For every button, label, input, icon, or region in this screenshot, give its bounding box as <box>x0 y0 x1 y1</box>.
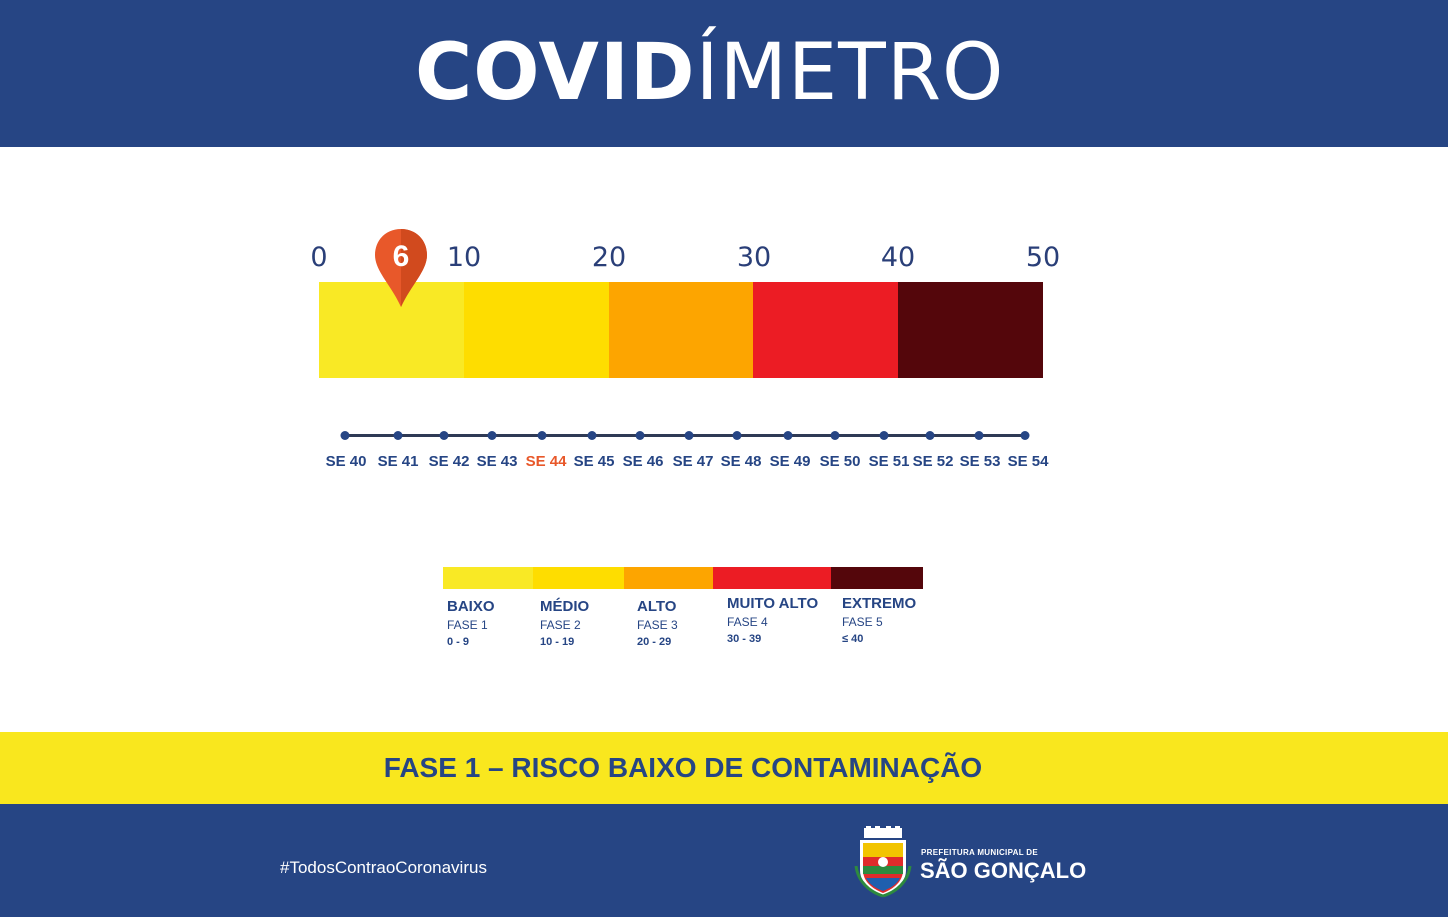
title-bold: COVID <box>415 28 696 118</box>
header-bar <box>0 0 1448 147</box>
timeline-dot <box>439 431 449 440</box>
gauge-segment-muito-alto <box>753 282 898 378</box>
timeline-dot <box>830 431 840 440</box>
timeline-dot <box>925 431 935 440</box>
legend-range: ≤ 40 <box>842 633 864 645</box>
legend-swatch <box>624 567 713 589</box>
timeline-dot <box>340 431 350 440</box>
legend-level-name: BAIXO <box>447 598 495 615</box>
legend-phase: FASE 4 <box>727 615 768 629</box>
timeline-week-label: SE 51 <box>868 453 910 470</box>
logo-subtitle: PREFEITURA MUNICIPAL DE <box>921 848 1038 857</box>
timeline-dot <box>587 431 597 440</box>
value-marker-pin-icon: 6 <box>375 229 427 307</box>
title-light: ÍMETRO <box>695 28 1005 118</box>
legend-level-name: ALTO <box>637 598 677 615</box>
timeline-week-label: SE 44 <box>525 453 567 470</box>
legend-range: 20 - 29 <box>637 636 672 648</box>
hashtag-text: #TodosContraoCoronavirus <box>280 858 487 877</box>
legend-phase: FASE 2 <box>540 618 581 632</box>
timeline-dot <box>783 431 793 440</box>
legend-level-name: MUITO ALTO <box>727 595 819 612</box>
timeline-dot <box>537 431 547 440</box>
city-crest-icon <box>854 826 912 898</box>
timeline-week-label: SE 46 <box>622 453 664 470</box>
scale-label-30: 30 <box>736 242 772 273</box>
timeline-dot <box>732 431 742 440</box>
timeline-dot <box>879 431 889 440</box>
marker-value: 6 <box>393 240 410 273</box>
gauge-segment-baixo <box>319 282 464 378</box>
timeline-dot <box>974 431 984 440</box>
scale-label-50: 50 <box>1025 242 1061 273</box>
timeline-dot <box>1020 431 1030 440</box>
timeline-week-label: SE 40 <box>325 453 367 470</box>
timeline-dot <box>487 431 497 440</box>
timeline-week-label: SE 50 <box>819 453 861 470</box>
status-banner <box>0 732 1448 804</box>
gauge-segment-medio <box>464 282 609 378</box>
status-banner-text: FASE 1 – RISCO BAIXO DE CONTAMINAÇÃO <box>383 752 983 783</box>
legend-swatch <box>713 567 831 589</box>
legend-phase: FASE 5 <box>842 615 883 629</box>
legend-swatch <box>831 567 923 589</box>
scale-label-0: 0 <box>310 242 328 273</box>
gauge-segment-alto <box>609 282 754 378</box>
timeline-week-label: SE 52 <box>912 453 954 470</box>
timeline-week-label: SE 53 <box>959 453 1001 470</box>
legend-range: 10 - 19 <box>540 636 575 648</box>
timeline-week-label: SE 41 <box>377 453 419 470</box>
legend-phase: FASE 1 <box>447 618 488 632</box>
timeline-week-label: SE 43 <box>476 453 518 470</box>
scale-label-20: 20 <box>591 242 627 273</box>
legend-swatch <box>443 567 533 589</box>
gauge-segment-extremo <box>898 282 1043 378</box>
legend-swatch <box>533 567 624 589</box>
logo-city-name: SÃO GONÇALO <box>920 858 1087 883</box>
timeline-week-label: SE 48 <box>720 453 762 470</box>
timeline-week-label: SE 42 <box>428 453 470 470</box>
timeline-dot <box>393 431 403 440</box>
timeline-dot <box>635 431 645 440</box>
timeline-dot <box>684 431 694 440</box>
scale-label-40: 40 <box>880 242 916 273</box>
scale-label-10: 10 <box>446 242 482 273</box>
legend-range: 30 - 39 <box>727 633 762 645</box>
legend-range: 0 - 9 <box>447 636 470 648</box>
footer-bar <box>0 804 1448 917</box>
timeline-week-label: SE 54 <box>1007 453 1049 470</box>
legend-level-name: MÉDIO <box>540 598 590 615</box>
timeline-week-label: SE 45 <box>573 453 615 470</box>
legend-level-name: EXTREMO <box>842 595 917 612</box>
timeline-week-label: SE 47 <box>672 453 714 470</box>
legend-phase: FASE 3 <box>637 618 678 632</box>
timeline-week-label: SE 49 <box>769 453 811 470</box>
